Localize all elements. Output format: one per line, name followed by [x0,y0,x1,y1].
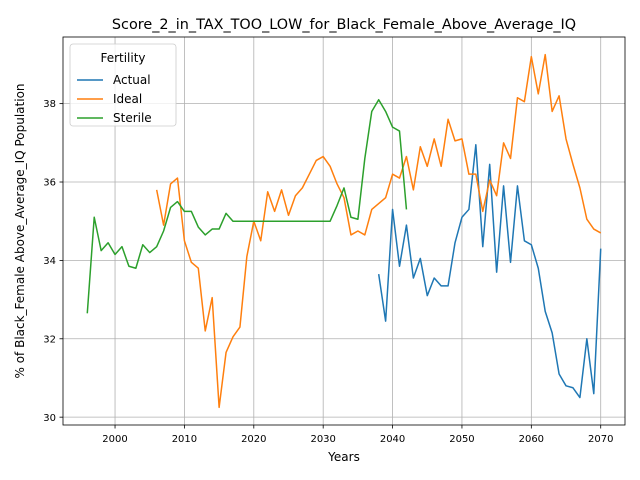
plot-frame [62,36,626,426]
chart-title: Score_2_in_TAX_TOO_LOW_for_Black_Female_… [112,17,576,33]
legend-title: Fertility [100,51,145,65]
y-tick-label: 34 [43,256,56,267]
y-axis-ticks: 30 32 34 36 38 [43,99,63,424]
legend: Fertility Actual Ideal Sterile [69,43,177,127]
legend-box [69,43,177,127]
x-tick-label: 2050 [449,434,474,445]
x-tick-label: 2020 [241,434,266,445]
x-tick-label: 2010 [172,434,197,445]
y-tick-label: 36 [43,178,56,189]
y-tick-label: 38 [43,99,56,110]
x-tick-label: 2040 [380,434,405,445]
legend-label-ideal: Ideal [113,92,142,106]
y-tick-label: 30 [43,413,56,424]
y-tick-label: 32 [43,334,56,345]
x-axis-ticks: 2000 2010 2020 2030 2040 2050 2060 2070 [102,425,613,445]
x-axis-label: Years [327,450,360,464]
y-axis-label: % of Black_Female Above_Average_IQ Popul… [13,83,27,378]
series-lines [86,53,602,409]
legend-label-actual: Actual [113,73,151,87]
series-line-sterile [86,98,408,314]
grid [63,37,625,425]
legend-label-sterile: Sterile [113,111,152,125]
x-tick-label: 2070 [588,434,613,445]
x-tick-label: 2030 [310,434,335,445]
x-tick-label: 2060 [519,434,544,445]
series-line-ideal [155,53,602,409]
series-line-actual [377,144,602,399]
x-tick-label: 2000 [102,434,127,445]
